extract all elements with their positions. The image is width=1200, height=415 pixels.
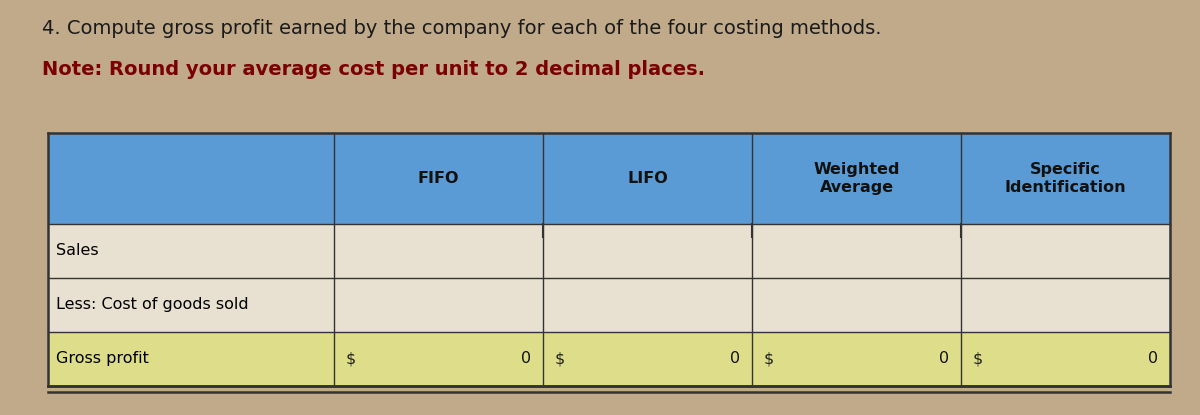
Text: Sales: Sales	[56, 244, 100, 259]
Text: 0: 0	[730, 352, 740, 366]
Text: FIFO: FIFO	[418, 171, 460, 186]
Text: $: $	[556, 352, 565, 366]
Text: Specific
Identification: Specific Identification	[1004, 161, 1127, 195]
Text: 0: 0	[521, 352, 532, 366]
Text: Gross profit: Gross profit	[56, 352, 149, 366]
Text: Note: Round your average cost per unit to 2 decimal places.: Note: Round your average cost per unit t…	[42, 60, 706, 79]
Text: Weighted
Average: Weighted Average	[814, 161, 900, 195]
Text: $: $	[346, 352, 356, 366]
Text: 0: 0	[938, 352, 949, 366]
Text: $: $	[764, 352, 774, 366]
Text: LIFO: LIFO	[628, 171, 668, 186]
Text: Less: Cost of goods sold: Less: Cost of goods sold	[56, 298, 250, 312]
Text: 0: 0	[1148, 352, 1158, 366]
Text: 4. Compute gross profit earned by the company for each of the four costing metho: 4. Compute gross profit earned by the co…	[42, 19, 882, 38]
Text: $: $	[973, 352, 983, 366]
